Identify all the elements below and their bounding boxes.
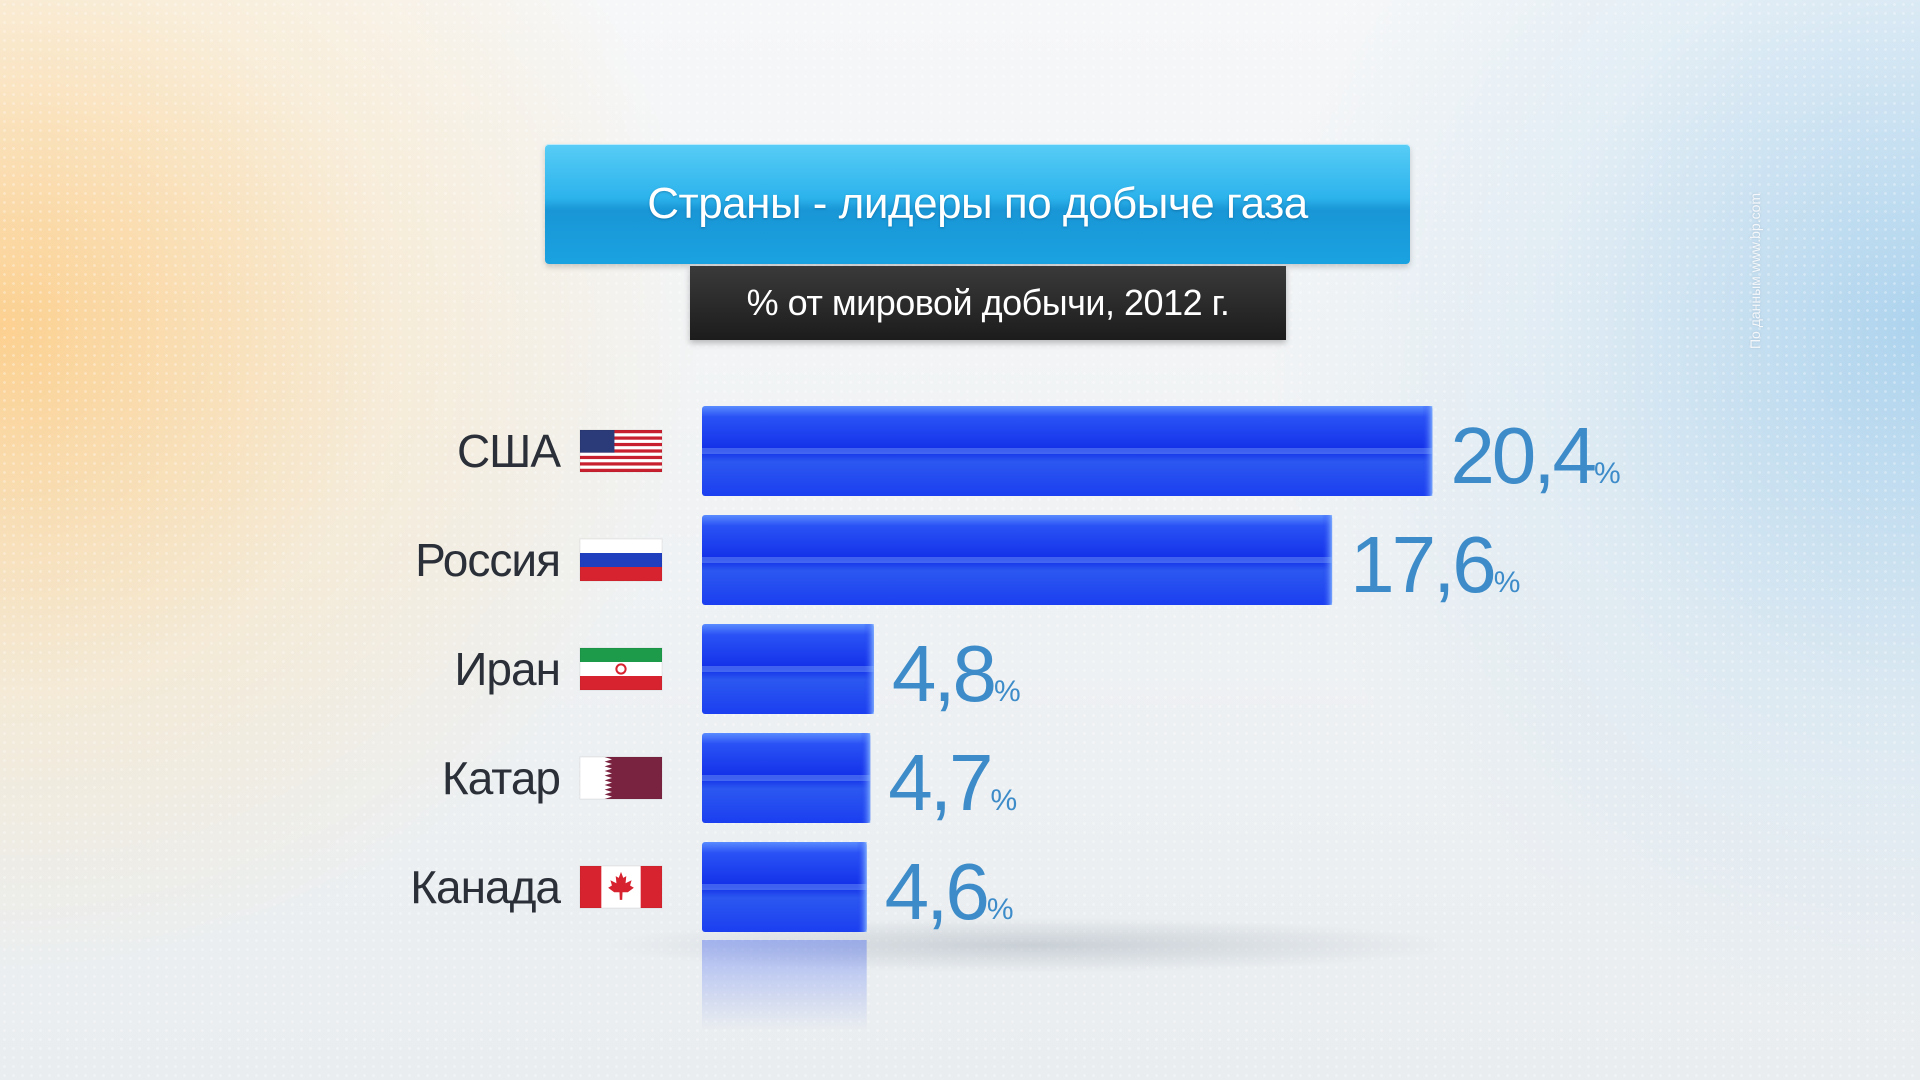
chart-subtitle-banner: % от мировой добычи, 2012 г.: [690, 266, 1286, 340]
iran-flag-icon: [579, 647, 663, 691]
bar-gloss: [702, 557, 1333, 563]
bar-reflection: [702, 940, 867, 1030]
value-label: 4,8%: [892, 629, 1020, 718]
bar-gloss: [702, 448, 1433, 454]
chart-subtitle: % от мировой добычи, 2012 г.: [746, 282, 1230, 323]
value-label: 4,7%: [888, 738, 1016, 827]
us-flag-icon: [579, 429, 663, 473]
bar-4: [702, 733, 871, 823]
qatar-flag-icon: [579, 756, 663, 800]
chart-title-banner: Страны - лидеры по добыче газа: [545, 144, 1410, 264]
value-label: 20,4%: [1450, 411, 1620, 500]
bar-gloss: [702, 884, 867, 890]
bar-2: [702, 515, 1333, 605]
bar-highlight: [863, 624, 874, 714]
bar-5: [702, 842, 867, 932]
category-label: Иран: [454, 643, 560, 695]
bar-highlight: [1322, 515, 1333, 605]
chart-title: Страны - лидеры по добыче газа: [647, 179, 1308, 228]
russia-flag-icon: [579, 538, 663, 582]
canada-flag-icon: [579, 865, 663, 909]
bar-highlight: [860, 733, 871, 823]
category-label: Катар: [442, 752, 560, 804]
bar-gloss: [702, 666, 874, 672]
bar-highlight: [1422, 406, 1433, 496]
bar-1: [702, 406, 1433, 496]
value-label: 4,6%: [885, 847, 1013, 936]
category-label: Канада: [410, 861, 561, 913]
bar-3: [702, 624, 874, 714]
category-label: Россия: [415, 534, 560, 586]
bar-gloss: [702, 775, 871, 781]
category-label: США: [457, 425, 561, 477]
bar-highlight: [856, 842, 867, 932]
value-label: 17,6%: [1350, 520, 1520, 609]
